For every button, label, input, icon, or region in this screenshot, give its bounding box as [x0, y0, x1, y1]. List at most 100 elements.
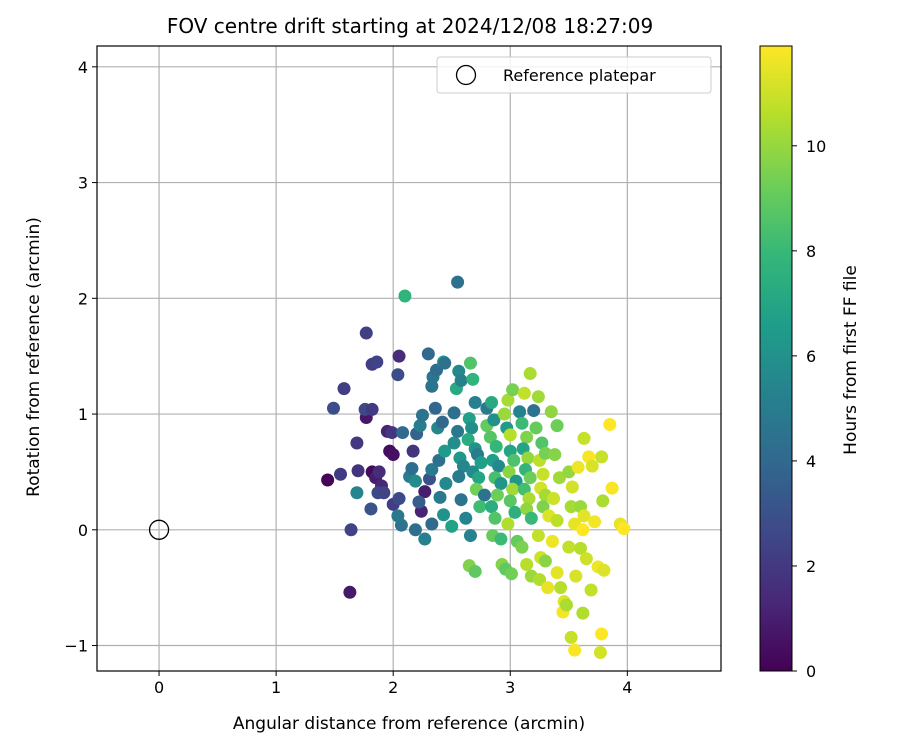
data-point	[506, 482, 520, 496]
data-point	[523, 367, 537, 381]
data-point	[503, 428, 517, 442]
data-point	[425, 517, 439, 531]
data-point	[463, 529, 477, 543]
data-point	[571, 460, 585, 474]
data-point	[452, 470, 466, 484]
data-point	[562, 540, 576, 554]
axis-ticks: 0 1 2 3 4 −1 0 1 2 3 4	[64, 58, 632, 697]
legend-label: Reference platepar	[503, 66, 656, 85]
data-point	[576, 523, 590, 537]
data-point	[506, 383, 520, 397]
data-point	[406, 444, 420, 458]
colorbar-tick-label: 10	[806, 137, 826, 156]
data-point	[584, 583, 598, 597]
y-tick-label: 2	[78, 289, 88, 308]
data-point	[593, 645, 607, 659]
data-point	[544, 405, 558, 419]
data-point	[605, 481, 619, 495]
data-point	[386, 448, 400, 462]
data-point	[463, 356, 477, 370]
colorbar-tick-label: 0	[806, 662, 816, 681]
data-point	[524, 511, 538, 525]
data-point	[396, 426, 410, 440]
data-point	[595, 627, 609, 641]
chart-title: FOV centre drift starting at 2024/12/08 …	[167, 14, 653, 38]
data-point	[474, 456, 488, 470]
data-point	[488, 511, 502, 525]
colorbar-tick-label: 8	[806, 242, 816, 261]
data-point	[550, 419, 564, 433]
data-point	[494, 532, 508, 546]
data-point	[487, 413, 501, 427]
data-point	[385, 426, 399, 440]
reference-marker-layer	[148, 519, 170, 540]
data-point	[564, 630, 578, 644]
data-point	[433, 490, 447, 504]
data-point	[483, 430, 497, 444]
data-point	[547, 492, 561, 506]
data-point	[454, 373, 468, 387]
data-point	[596, 494, 610, 508]
data-point	[554, 581, 568, 595]
legend-marker-open-circle	[455, 64, 477, 86]
legend-box	[436, 56, 712, 94]
y-tick-label: −1	[64, 637, 88, 656]
data-point	[321, 473, 335, 487]
data-point	[497, 407, 511, 421]
data-point	[501, 517, 515, 531]
data-points	[321, 275, 631, 659]
data-point	[597, 563, 611, 577]
data-point	[522, 492, 536, 506]
data-point	[468, 564, 482, 578]
data-point	[527, 404, 541, 418]
data-point	[334, 467, 348, 481]
x-axis-title: Angular distance from reference (arcmin)	[233, 714, 585, 734]
data-point	[425, 379, 439, 393]
data-point	[531, 529, 545, 543]
data-point	[459, 511, 473, 525]
data-point	[350, 436, 364, 450]
data-point	[468, 395, 482, 409]
data-point	[533, 573, 547, 587]
data-point	[568, 643, 582, 657]
data-point	[372, 465, 386, 479]
data-point	[408, 523, 422, 537]
data-point	[377, 486, 391, 500]
data-point	[536, 467, 550, 481]
data-point	[438, 356, 452, 370]
data-point	[359, 326, 373, 340]
data-point	[504, 567, 518, 581]
data-point	[437, 508, 451, 522]
data-point	[515, 540, 529, 554]
data-point	[428, 401, 442, 415]
data-point	[451, 424, 465, 438]
data-point	[529, 421, 543, 435]
reference-point-marker	[148, 519, 170, 540]
plot-frame	[96, 45, 722, 672]
data-point	[595, 450, 609, 464]
data-point	[398, 289, 412, 303]
data-point	[344, 523, 358, 537]
data-point	[439, 477, 453, 490]
data-point	[517, 386, 531, 400]
data-point	[552, 471, 566, 485]
data-point	[489, 439, 503, 453]
data-point	[445, 519, 459, 533]
data-point	[370, 355, 384, 369]
data-point	[478, 488, 492, 502]
data-point	[392, 492, 406, 506]
y-axis-title: Rotation from reference (arcmin)	[24, 217, 44, 497]
data-point	[494, 477, 508, 490]
data-point	[523, 471, 537, 485]
colorbar-gradient	[759, 45, 793, 672]
data-point	[351, 464, 365, 478]
data-point	[472, 471, 486, 485]
x-tick-label: 4	[622, 678, 632, 697]
data-point	[447, 436, 461, 450]
data-point	[326, 401, 340, 415]
data-point	[576, 606, 590, 620]
data-point	[365, 402, 379, 416]
y-tick-label: 1	[78, 405, 88, 424]
